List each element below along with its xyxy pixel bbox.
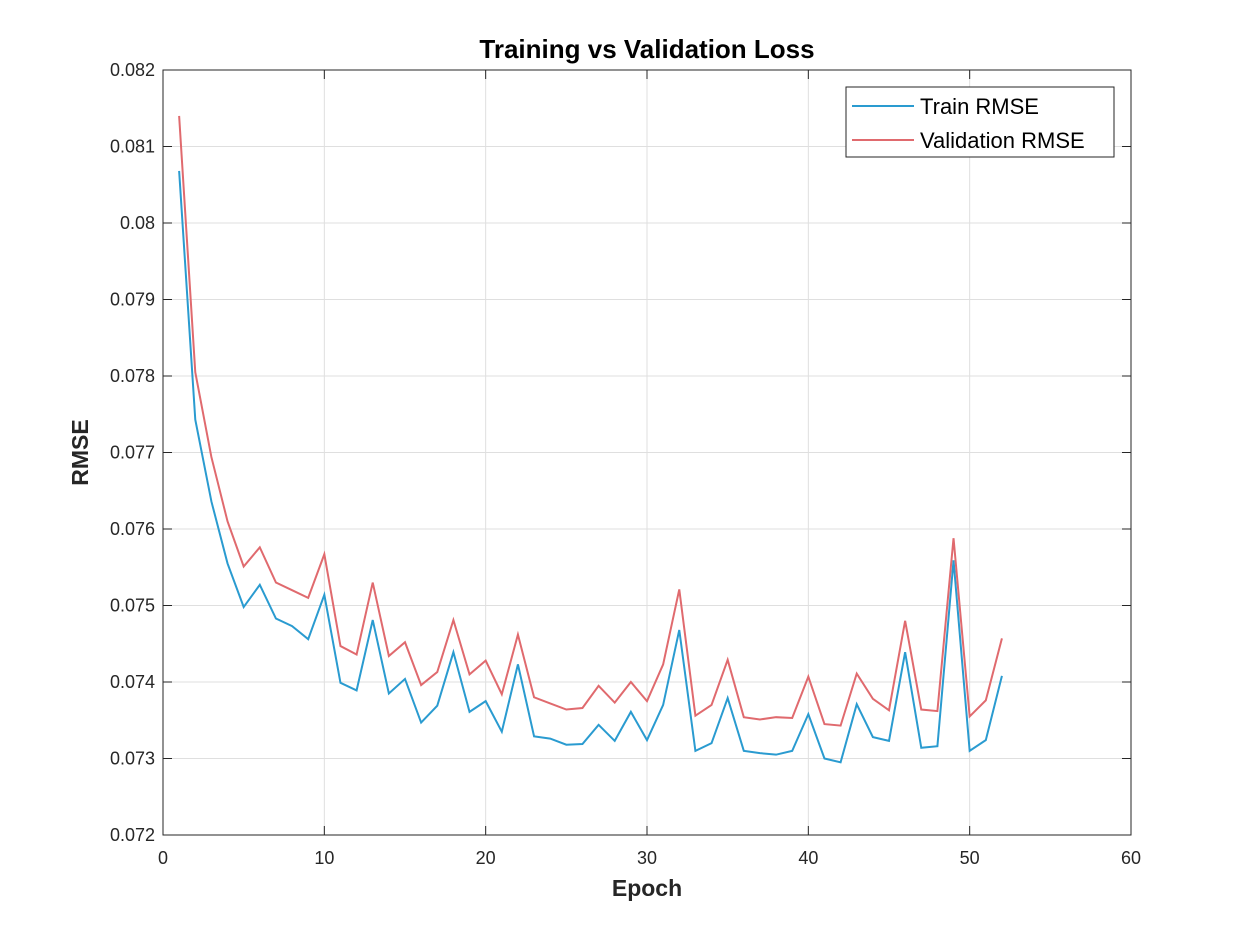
y-tick-label: 0.082 [110, 60, 155, 80]
series-line-train-rmse [178, 170, 1003, 764]
y-tick-label: 0.074 [110, 672, 155, 692]
y-tick-label: 0.076 [110, 519, 155, 539]
y-tick-label: 0.073 [110, 749, 155, 769]
x-tick-label: 0 [158, 848, 168, 868]
grid-layer [163, 70, 1131, 835]
x-tick-label: 10 [314, 848, 334, 868]
y-tick-label: 0.075 [110, 596, 155, 616]
y-tick-label: 0.077 [110, 443, 155, 463]
legend: Train RMSE Validation RMSE [845, 86, 1115, 158]
x-tick-label: 20 [476, 848, 496, 868]
legend-box [845, 86, 1115, 158]
legend-label: Validation RMSE [920, 128, 1085, 153]
legend-items: Train RMSE Validation RMSE [852, 94, 1085, 153]
y-tick-label: 0.072 [110, 825, 155, 845]
series-layer [178, 115, 1003, 764]
x-tick-label: 50 [960, 848, 980, 868]
y-tick-label: 0.079 [110, 290, 155, 310]
chart-title: Training vs Validation Loss [479, 34, 814, 64]
legend-label: Train RMSE [920, 94, 1039, 119]
y-tick-label: 0.078 [110, 366, 155, 386]
y-tick-label: 0.08 [120, 213, 155, 233]
series-line-validation-rmse [178, 115, 1003, 727]
x-tick-label: 30 [637, 848, 657, 868]
y-tick-label: 0.081 [110, 137, 155, 157]
ticks-layer: 0 10 20 30 40 50 60 0.072 0.073 0.074 0.075 0.076 0.… [110, 60, 1141, 868]
y-axis-label: RMSE [67, 419, 93, 485]
x-tick-label: 40 [798, 848, 818, 868]
x-axis-label: Epoch [612, 875, 682, 901]
x-tick-label: 60 [1121, 848, 1141, 868]
